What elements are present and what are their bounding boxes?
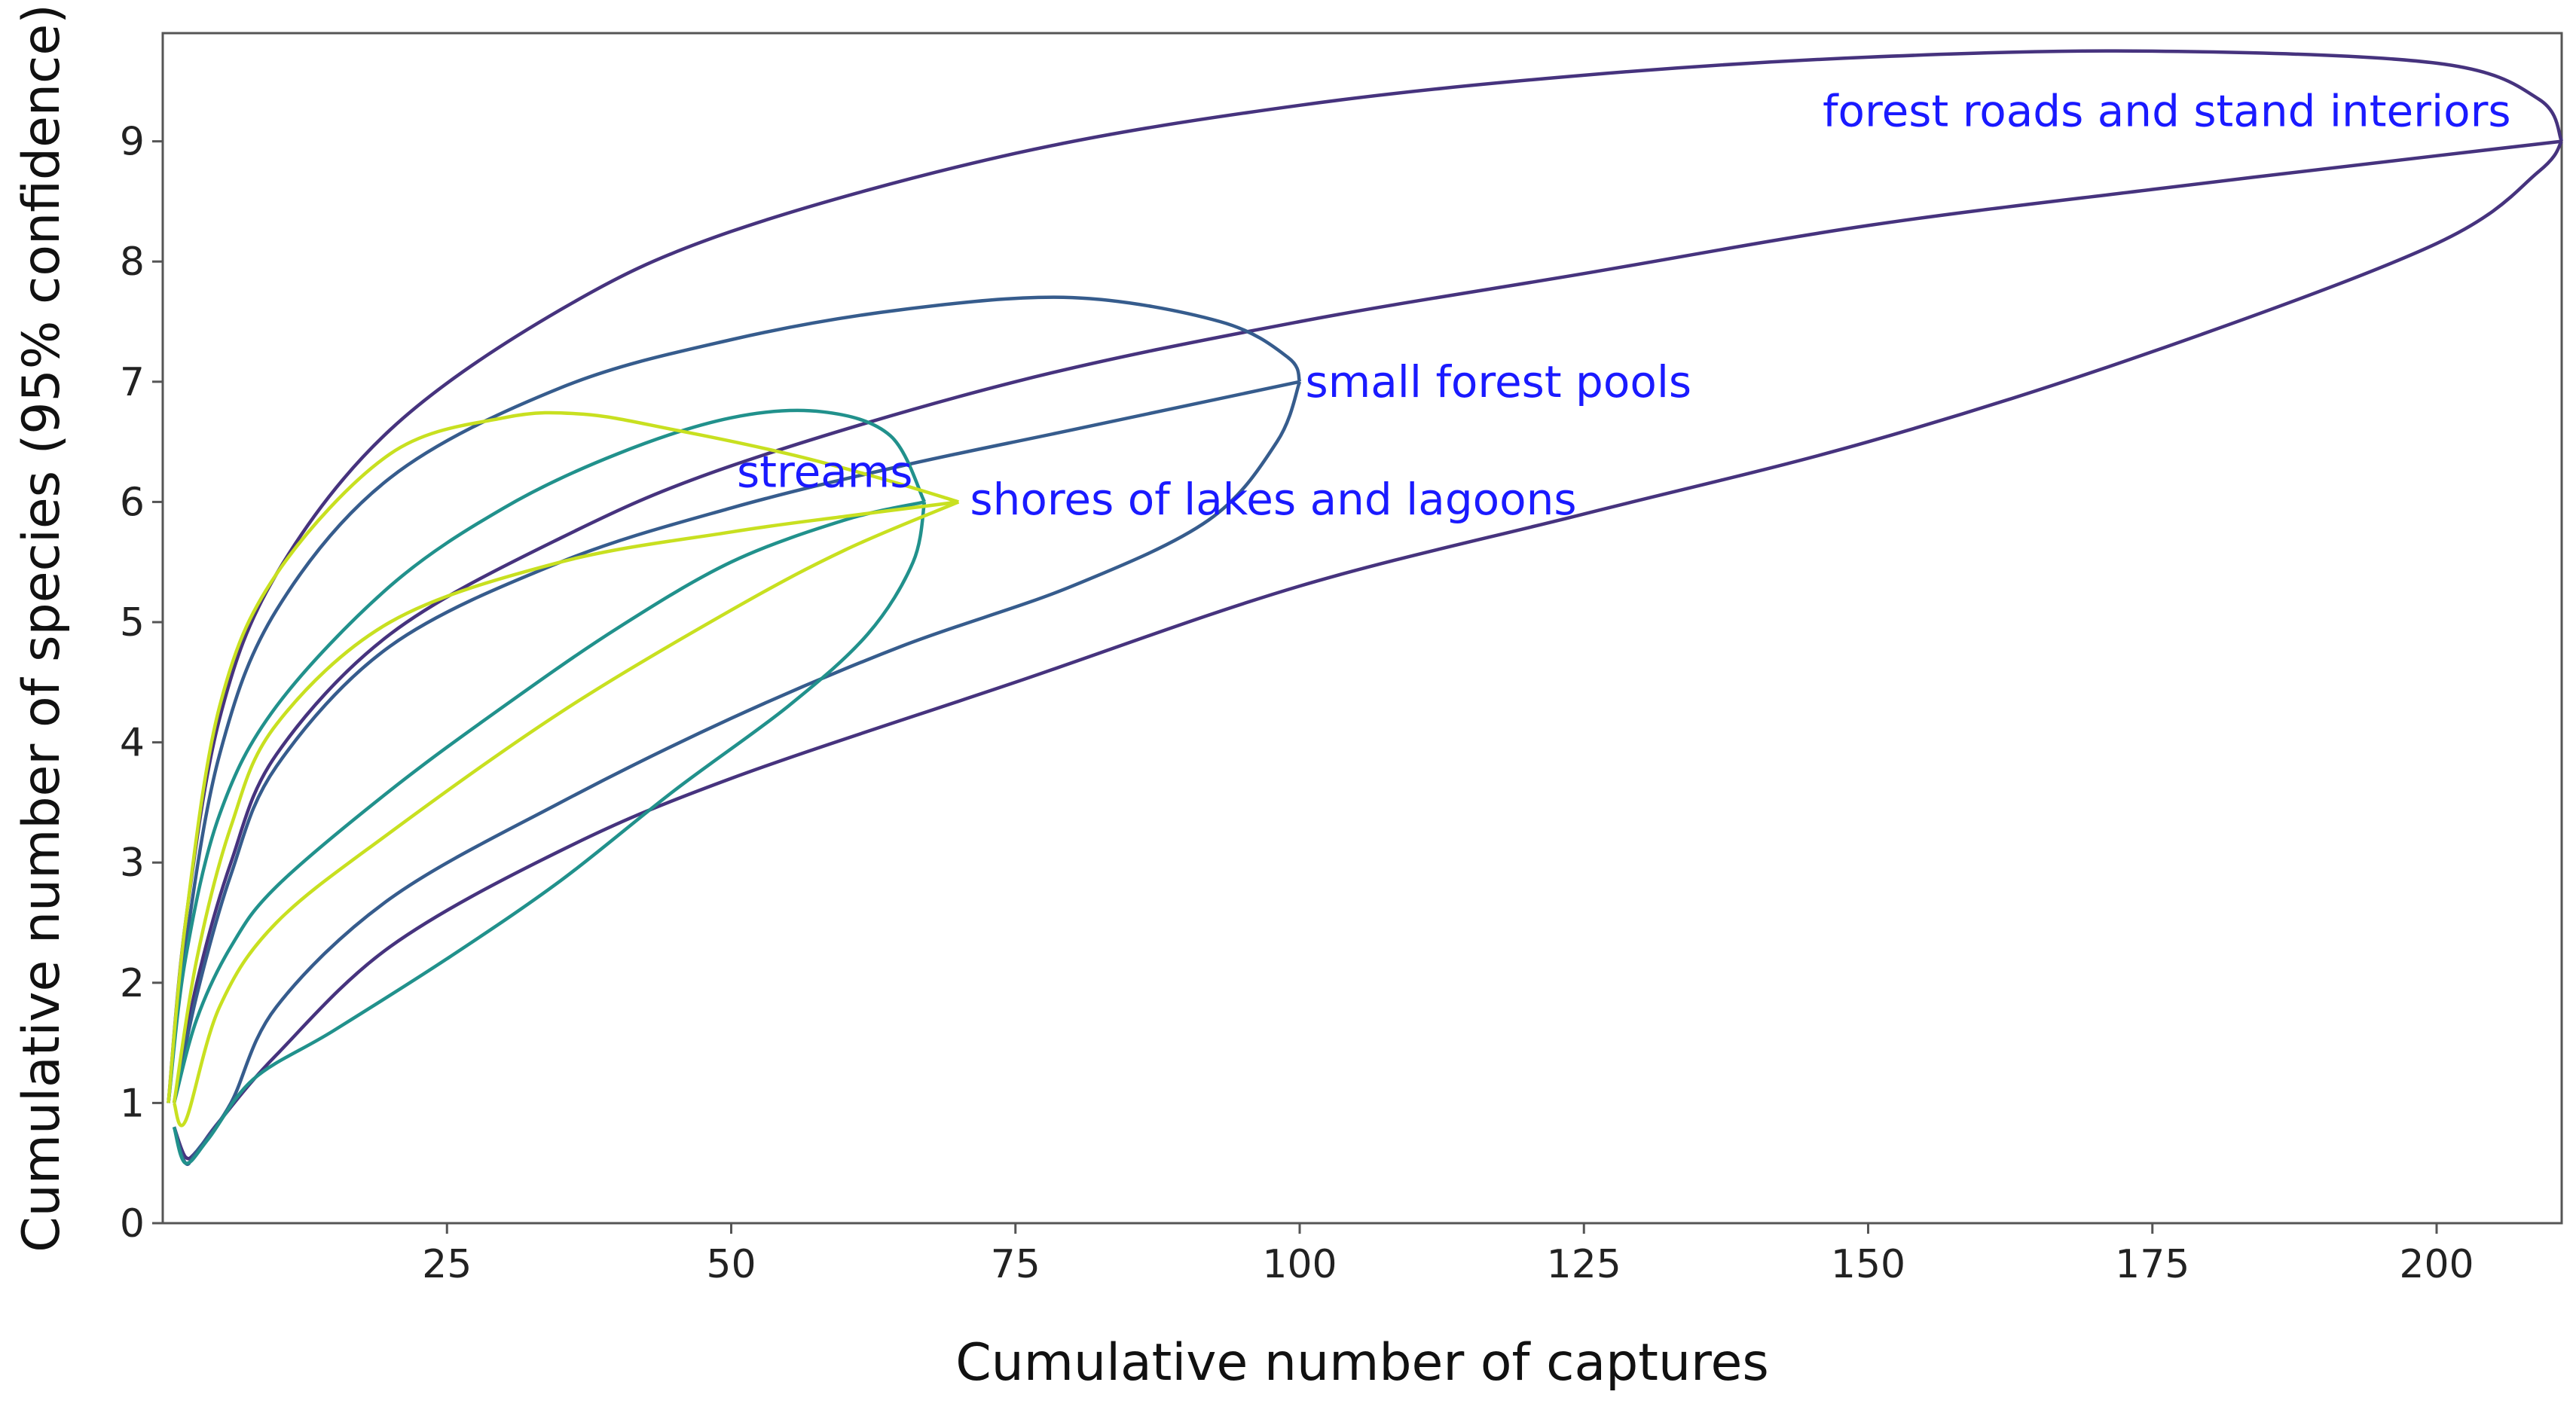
mean-curve — [172, 500, 959, 1103]
curve-label: streams — [737, 447, 912, 498]
x-tick-label: 150 — [1831, 1242, 1905, 1287]
series-small-forest-pools — [167, 295, 1302, 1167]
x-tick-label: 125 — [1547, 1242, 1621, 1287]
y-tick-label: 5 — [120, 600, 145, 645]
x-tick-label: 25 — [422, 1242, 472, 1287]
y-tick-label: 7 — [120, 360, 145, 405]
lower-curve — [172, 500, 960, 1128]
curve-label: shores of lakes and lagoons — [970, 474, 1576, 525]
x-tick-label: 175 — [2115, 1242, 2189, 1287]
y-axis: 0 1 2 3 4 5 6 7 8 9 — [120, 120, 163, 1247]
series-forest-roads-and-stand-interiors — [167, 49, 2564, 1161]
lower-curve — [172, 501, 927, 1165]
mean-curve — [172, 500, 925, 1103]
upper-curve — [167, 295, 1302, 1103]
x-tick-label: 200 — [2399, 1242, 2474, 1287]
series-streams — [167, 408, 927, 1165]
y-tick-label: 4 — [120, 721, 145, 766]
upper-curve — [167, 410, 959, 1103]
upper-curve — [167, 408, 927, 1103]
upper-curve — [167, 49, 2564, 1103]
curve-label-layer: forest roads and stand interiors small fo… — [737, 86, 2511, 525]
y-tick-label: 9 — [120, 120, 145, 165]
x-tick-label: 75 — [991, 1242, 1040, 1287]
y-tick-label: 0 — [120, 1201, 145, 1247]
y-axis-title: Cumulative number of species (95% confid… — [12, 4, 72, 1253]
y-tick-label: 3 — [120, 841, 145, 886]
y-tick-label: 6 — [120, 480, 145, 525]
lower-curve — [172, 140, 2563, 1161]
mean-curve — [172, 380, 1300, 1103]
curve-label: forest roads and stand interiors — [1823, 86, 2511, 137]
x-axis-title: Cumulative number of captures — [955, 1333, 1769, 1393]
y-tick-label: 1 — [120, 1081, 145, 1126]
x-axis: 25 50 75 100 125 150 175 200 — [422, 1223, 2474, 1287]
mean-curve — [172, 139, 2562, 1103]
series-shores-of-lakes-and-lagoons — [167, 410, 960, 1128]
curve-label: small forest pools — [1306, 356, 1692, 407]
x-tick-label: 50 — [706, 1242, 756, 1287]
y-tick-label: 8 — [120, 240, 145, 285]
y-tick-label: 2 — [120, 961, 145, 1006]
x-tick-label: 100 — [1262, 1242, 1337, 1287]
plot-frame — [161, 32, 2563, 1225]
curve-layer — [167, 49, 2564, 1167]
